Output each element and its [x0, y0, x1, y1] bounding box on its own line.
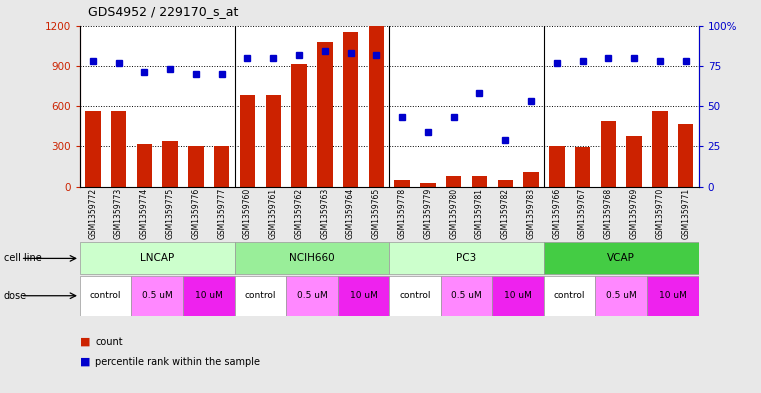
- Text: count: count: [95, 337, 123, 347]
- Bar: [266, 95, 281, 187]
- Text: percentile rank within the sample: percentile rank within the sample: [95, 356, 260, 367]
- Bar: [132, 276, 183, 316]
- Bar: [343, 32, 358, 187]
- Text: VCAP: VCAP: [607, 253, 635, 263]
- Bar: [183, 276, 234, 316]
- Bar: [240, 95, 255, 187]
- Bar: [626, 136, 642, 187]
- Bar: [600, 121, 616, 187]
- Bar: [162, 141, 178, 187]
- Bar: [441, 276, 492, 316]
- Text: NCIH660: NCIH660: [289, 253, 335, 263]
- Text: 0.5 uM: 0.5 uM: [451, 291, 482, 300]
- Text: GDS4952 / 229170_s_at: GDS4952 / 229170_s_at: [88, 5, 238, 18]
- Bar: [80, 242, 234, 274]
- Bar: [575, 147, 591, 187]
- Bar: [394, 180, 410, 187]
- Bar: [544, 242, 699, 274]
- Bar: [446, 176, 461, 187]
- Text: control: control: [400, 291, 431, 300]
- Bar: [544, 276, 596, 316]
- Text: PC3: PC3: [457, 253, 476, 263]
- Text: control: control: [244, 291, 276, 300]
- Bar: [338, 276, 390, 316]
- Bar: [291, 64, 307, 187]
- Text: 10 uM: 10 uM: [505, 291, 532, 300]
- Text: ■: ■: [80, 337, 91, 347]
- Bar: [368, 26, 384, 187]
- Text: 0.5 uM: 0.5 uM: [142, 291, 173, 300]
- Text: cell line: cell line: [4, 253, 42, 263]
- Bar: [234, 242, 390, 274]
- Bar: [317, 42, 333, 187]
- Bar: [492, 276, 544, 316]
- Bar: [472, 176, 487, 187]
- Text: 10 uM: 10 uM: [349, 291, 377, 300]
- Bar: [652, 112, 667, 187]
- Bar: [498, 180, 513, 187]
- Text: control: control: [554, 291, 585, 300]
- Bar: [80, 276, 132, 316]
- Bar: [549, 146, 565, 187]
- Text: 10 uM: 10 uM: [659, 291, 686, 300]
- Bar: [596, 276, 647, 316]
- Bar: [85, 112, 100, 187]
- Bar: [214, 146, 229, 187]
- Bar: [137, 144, 152, 187]
- Bar: [111, 112, 126, 187]
- Bar: [647, 276, 699, 316]
- Bar: [188, 146, 204, 187]
- Bar: [524, 172, 539, 187]
- Text: 10 uM: 10 uM: [195, 291, 223, 300]
- Bar: [420, 183, 435, 187]
- Bar: [390, 276, 441, 316]
- Text: 0.5 uM: 0.5 uM: [297, 291, 327, 300]
- Text: ■: ■: [80, 356, 91, 367]
- Bar: [678, 123, 693, 187]
- Text: LNCAP: LNCAP: [140, 253, 174, 263]
- Text: 0.5 uM: 0.5 uM: [606, 291, 637, 300]
- Bar: [234, 276, 286, 316]
- Bar: [286, 276, 338, 316]
- Text: control: control: [90, 291, 122, 300]
- Bar: [390, 242, 544, 274]
- Text: dose: dose: [4, 291, 27, 301]
